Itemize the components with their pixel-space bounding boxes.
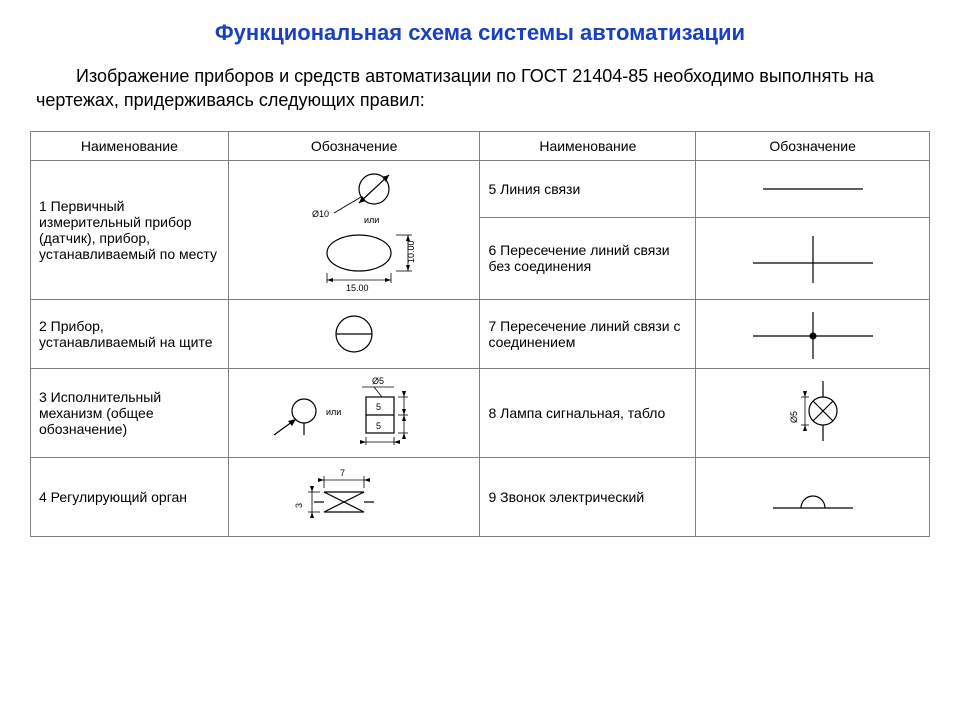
symbol-lamp-icon: Ø5	[743, 373, 883, 453]
table-row: 4 Регулирующий орган 7	[31, 457, 930, 536]
svg-text:или: или	[364, 215, 379, 225]
cell-sym-3: или Ø5 5 5	[228, 368, 480, 457]
cell-name-7: 7 Пересечение линий связи с соединением	[480, 299, 696, 368]
cell-name-8: 8 Лампа сигнальная, табло	[480, 368, 696, 457]
cell-name-5: 5 Линия связи	[480, 160, 696, 218]
svg-text:10.00: 10.00	[406, 240, 416, 263]
symbol-sensor-icon: Ø10 или 15.00	[264, 165, 444, 295]
table-row: 3 Исполнительный механизм (общее обознач…	[31, 368, 930, 457]
cell-name-2: 2 Прибор, устанавливаемый на щите	[31, 299, 229, 368]
svg-text:или: или	[326, 407, 341, 417]
svg-text:5: 5	[376, 402, 381, 412]
cell-sym-5	[696, 160, 930, 218]
symbol-line-icon	[733, 169, 893, 209]
symbol-panel-device-icon	[294, 304, 414, 364]
svg-text:3: 3	[294, 503, 304, 508]
header-sym1: Обозначение	[228, 131, 480, 160]
table-row: 2 Прибор, устанавливаемый на щите 7 Пере…	[31, 299, 930, 368]
svg-text:7: 7	[340, 468, 345, 478]
svg-text:15.00: 15.00	[346, 283, 369, 293]
cell-sym-1: Ø10 или 15.00	[228, 160, 480, 299]
svg-text:Ø5: Ø5	[789, 411, 799, 423]
cell-name-4: 4 Регулирующий орган	[31, 457, 229, 536]
header-name1: Наименование	[31, 131, 229, 160]
svg-text:Ø10: Ø10	[312, 209, 329, 219]
symbol-valve-icon: 7 3	[274, 462, 434, 532]
symbol-actuator-icon: или Ø5 5 5	[254, 373, 454, 453]
symbols-table: Наименование Обозначение Наименование Об…	[30, 131, 930, 537]
cell-sym-8: Ø5	[696, 368, 930, 457]
cell-name-9: 9 Звонок электрический	[480, 457, 696, 536]
svg-text:5: 5	[376, 421, 381, 431]
cell-sym-6	[696, 218, 930, 299]
cell-name-6: 6 Пересечение линий связи без соединения	[480, 218, 696, 299]
symbol-cross-conn-icon	[733, 304, 893, 364]
symbol-bell-icon	[743, 472, 883, 522]
page-title: Функциональная схема системы автоматизац…	[30, 20, 930, 46]
cell-sym-4: 7 3	[228, 457, 480, 536]
cell-name-1: 1 Первичный измерительный прибор (датчик…	[31, 160, 229, 299]
svg-text:Ø5: Ø5	[372, 376, 384, 386]
cell-sym-7	[696, 299, 930, 368]
cell-sym-2	[228, 299, 480, 368]
cell-sym-9	[696, 457, 930, 536]
table-row: 1 Первичный измерительный прибор (датчик…	[31, 160, 930, 218]
table-header-row: Наименование Обозначение Наименование Об…	[31, 131, 930, 160]
cell-name-3: 3 Исполнительный механизм (общее обознач…	[31, 368, 229, 457]
symbol-cross-noconn-icon	[733, 228, 893, 288]
header-name2: Наименование	[480, 131, 696, 160]
header-sym2: Обозначение	[696, 131, 930, 160]
intro-text: Изображение приборов и средств автоматиз…	[30, 64, 930, 113]
